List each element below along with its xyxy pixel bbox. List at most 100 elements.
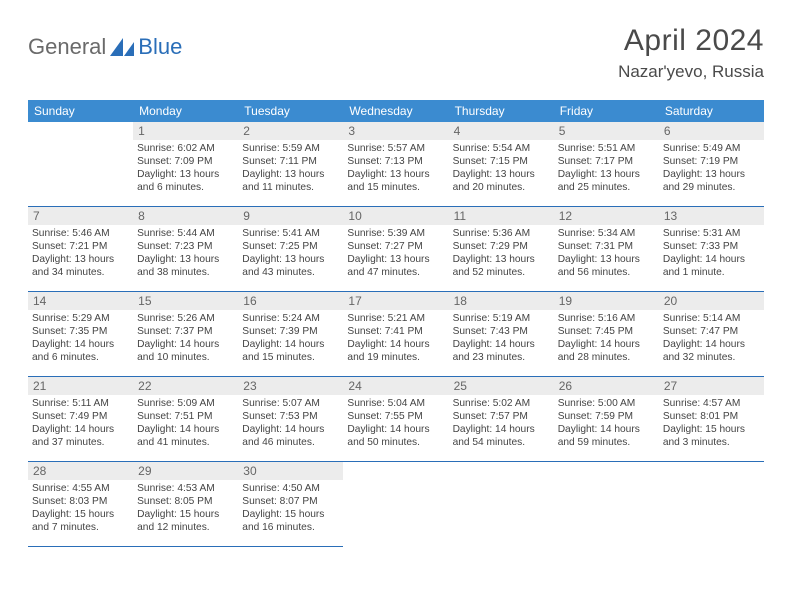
day-cell: 1Sunrise: 6:02 AMSunset: 7:09 PMDaylight… [133, 122, 238, 207]
day-info-line: Sunrise: 5:39 AM [347, 227, 444, 240]
day-body: Sunrise: 5:39 AMSunset: 7:27 PMDaylight:… [343, 225, 448, 283]
logo: General Blue [28, 24, 182, 60]
day-cell: 2Sunrise: 5:59 AMSunset: 7:11 PMDaylight… [238, 122, 343, 207]
day-info-line: Sunset: 7:35 PM [32, 325, 129, 338]
day-info-line: Sunrise: 5:34 AM [558, 227, 655, 240]
logo-text-blue: Blue [138, 34, 182, 60]
day-number: 29 [133, 462, 238, 480]
day-cell: 27 Sunrise: 4:57 AMSunset: 8:01 PMDayligh… [659, 377, 764, 462]
day-number: 6 [659, 122, 764, 140]
day-info-line: Sunset: 7:11 PM [242, 155, 339, 168]
day-info-line: Sunrise: 4:57 AM [663, 397, 760, 410]
day-info-line: Daylight: 14 hours and 1 minute. [663, 253, 760, 279]
day-info-line: Sunset: 7:19 PM [663, 155, 760, 168]
day-body [659, 480, 764, 486]
day-cell: 25Sunrise: 5:02 AMSunset: 7:57 PMDayligh… [449, 377, 554, 462]
day-number: 17 [343, 292, 448, 310]
day-info-line: Daylight: 14 hours and 37 minutes. [32, 423, 129, 449]
title-block: April 2024 Nazar'yevo, Russia [618, 24, 764, 82]
day-info-line: Sunrise: 5:54 AM [453, 142, 550, 155]
weeks-container: 1Sunrise: 6:02 AMSunset: 7:09 PMDaylight… [28, 122, 764, 547]
day-body: Sunrise: 5:19 AMSunset: 7:43 PMDaylight:… [449, 310, 554, 368]
day-info-line: Sunrise: 5:14 AM [663, 312, 760, 325]
day-body: Sunrise: 5:00 AMSunset: 7:59 PMDaylight:… [554, 395, 659, 453]
day-info-line: Daylight: 13 hours and 43 minutes. [242, 253, 339, 279]
day-info-line: Sunset: 7:31 PM [558, 240, 655, 253]
day-body: Sunrise: 4:55 AMSunset: 8:03 PMDaylight:… [28, 480, 133, 538]
day-cell [554, 462, 659, 547]
day-number: 27 [659, 377, 764, 395]
day-cell: 6Sunrise: 5:49 AMSunset: 7:19 PMDaylight… [659, 122, 764, 207]
logo-text-general: General [28, 34, 106, 60]
day-info-line: Sunset: 7:39 PM [242, 325, 339, 338]
day-info-line: Sunset: 7:25 PM [242, 240, 339, 253]
month-title: April 2024 [618, 24, 764, 58]
day-info-line: Sunrise: 5:57 AM [347, 142, 444, 155]
dow-wednesday: Wednesday [343, 100, 448, 122]
day-info-line: Daylight: 14 hours and 50 minutes. [347, 423, 444, 449]
day-body: Sunrise: 4:53 AMSunset: 8:05 PMDaylight:… [133, 480, 238, 538]
day-number: 21 [28, 377, 133, 395]
day-info-line: Sunrise: 5:21 AM [347, 312, 444, 325]
day-body [28, 140, 133, 146]
day-info-line: Daylight: 14 hours and 15 minutes. [242, 338, 339, 364]
day-body: Sunrise: 4:50 AMSunset: 8:07 PMDaylight:… [238, 480, 343, 538]
day-info-line: Sunset: 7:29 PM [453, 240, 550, 253]
day-body: Sunrise: 5:57 AMSunset: 7:13 PMDaylight:… [343, 140, 448, 198]
day-cell: 11Sunrise: 5:36 AMSunset: 7:29 PMDayligh… [449, 207, 554, 292]
day-number: 9 [238, 207, 343, 225]
day-number: 3 [343, 122, 448, 140]
day-info-line: Sunset: 7:45 PM [558, 325, 655, 338]
day-cell: 17Sunrise: 5:21 AMSunset: 7:41 PMDayligh… [343, 292, 448, 377]
dow-friday: Friday [554, 100, 659, 122]
day-info-line: Daylight: 13 hours and 47 minutes. [347, 253, 444, 279]
day-body: Sunrise: 5:26 AMSunset: 7:37 PMDaylight:… [133, 310, 238, 368]
day-number: 4 [449, 122, 554, 140]
day-info-line: Sunrise: 5:11 AM [32, 397, 129, 410]
day-cell: 8Sunrise: 5:44 AMSunset: 7:23 PMDaylight… [133, 207, 238, 292]
day-info-line: Sunset: 8:01 PM [663, 410, 760, 423]
day-number: 24 [343, 377, 448, 395]
day-info-line: Sunrise: 5:16 AM [558, 312, 655, 325]
day-info-line: Sunset: 7:33 PM [663, 240, 760, 253]
day-body: Sunrise: 5:09 AMSunset: 7:51 PMDaylight:… [133, 395, 238, 453]
day-info-line: Sunset: 7:47 PM [663, 325, 760, 338]
day-info-line: Sunrise: 5:09 AM [137, 397, 234, 410]
day-cell: 16Sunrise: 5:24 AMSunset: 7:39 PMDayligh… [238, 292, 343, 377]
day-cell [343, 462, 448, 547]
day-body: Sunrise: 5:21 AMSunset: 7:41 PMDaylight:… [343, 310, 448, 368]
day-body: Sunrise: 5:41 AMSunset: 7:25 PMDaylight:… [238, 225, 343, 283]
day-info-line: Sunrise: 5:59 AM [242, 142, 339, 155]
day-info-line: Daylight: 14 hours and 28 minutes. [558, 338, 655, 364]
day-number: 25 [449, 377, 554, 395]
day-info-line: Sunrise: 5:46 AM [32, 227, 129, 240]
week-row: 7Sunrise: 5:46 AMSunset: 7:21 PMDaylight… [28, 207, 764, 292]
day-info-line: Sunset: 7:59 PM [558, 410, 655, 423]
day-body: Sunrise: 5:24 AMSunset: 7:39 PMDaylight:… [238, 310, 343, 368]
day-info-line: Sunrise: 5:26 AM [137, 312, 234, 325]
calendar-page: General Blue April 2024 Nazar'yevo, Russ… [0, 0, 792, 567]
day-info-line: Sunrise: 5:02 AM [453, 397, 550, 410]
day-cell: 3Sunrise: 5:57 AMSunset: 7:13 PMDaylight… [343, 122, 448, 207]
day-info-line: Daylight: 13 hours and 25 minutes. [558, 168, 655, 194]
day-number: 14 [28, 292, 133, 310]
day-info-line: Sunrise: 5:24 AM [242, 312, 339, 325]
day-number: 22 [133, 377, 238, 395]
day-info-line: Sunset: 7:21 PM [32, 240, 129, 253]
day-info-line: Sunset: 7:09 PM [137, 155, 234, 168]
day-cell: 22Sunrise: 5:09 AMSunset: 7:51 PMDayligh… [133, 377, 238, 462]
dow-saturday: Saturday [659, 100, 764, 122]
day-info-line: Sunset: 7:43 PM [453, 325, 550, 338]
day-info-line: Sunrise: 5:04 AM [347, 397, 444, 410]
day-body: Sunrise: 5:49 AMSunset: 7:19 PMDaylight:… [659, 140, 764, 198]
day-info-line: Sunset: 7:17 PM [558, 155, 655, 168]
day-info-line: Daylight: 15 hours and 3 minutes. [663, 423, 760, 449]
week-row: 28Sunrise: 4:55 AMSunset: 8:03 PMDayligh… [28, 462, 764, 547]
day-cell: 12Sunrise: 5:34 AMSunset: 7:31 PMDayligh… [554, 207, 659, 292]
day-body: Sunrise: 5:04 AMSunset: 7:55 PMDaylight:… [343, 395, 448, 453]
day-number: 10 [343, 207, 448, 225]
day-number: 20 [659, 292, 764, 310]
day-body: Sunrise: 5:07 AMSunset: 7:53 PMDaylight:… [238, 395, 343, 453]
day-body [343, 480, 448, 486]
day-info-line: Daylight: 14 hours and 54 minutes. [453, 423, 550, 449]
